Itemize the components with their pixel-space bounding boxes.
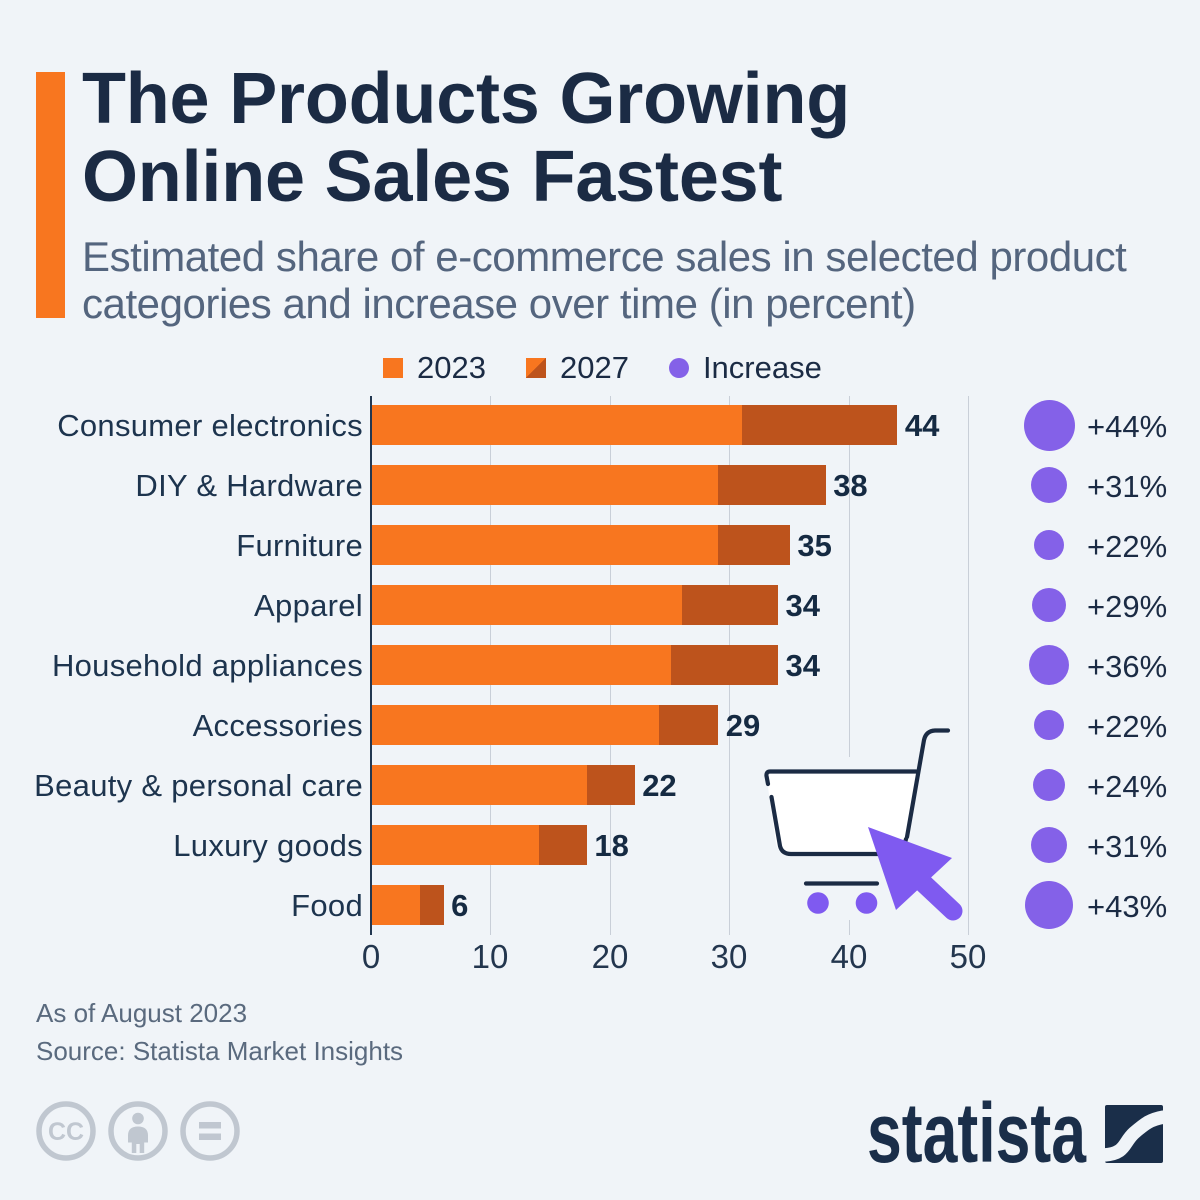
svg-text:CC: CC [48, 1118, 84, 1146]
svg-text:statista: statista [867, 1095, 1087, 1170]
